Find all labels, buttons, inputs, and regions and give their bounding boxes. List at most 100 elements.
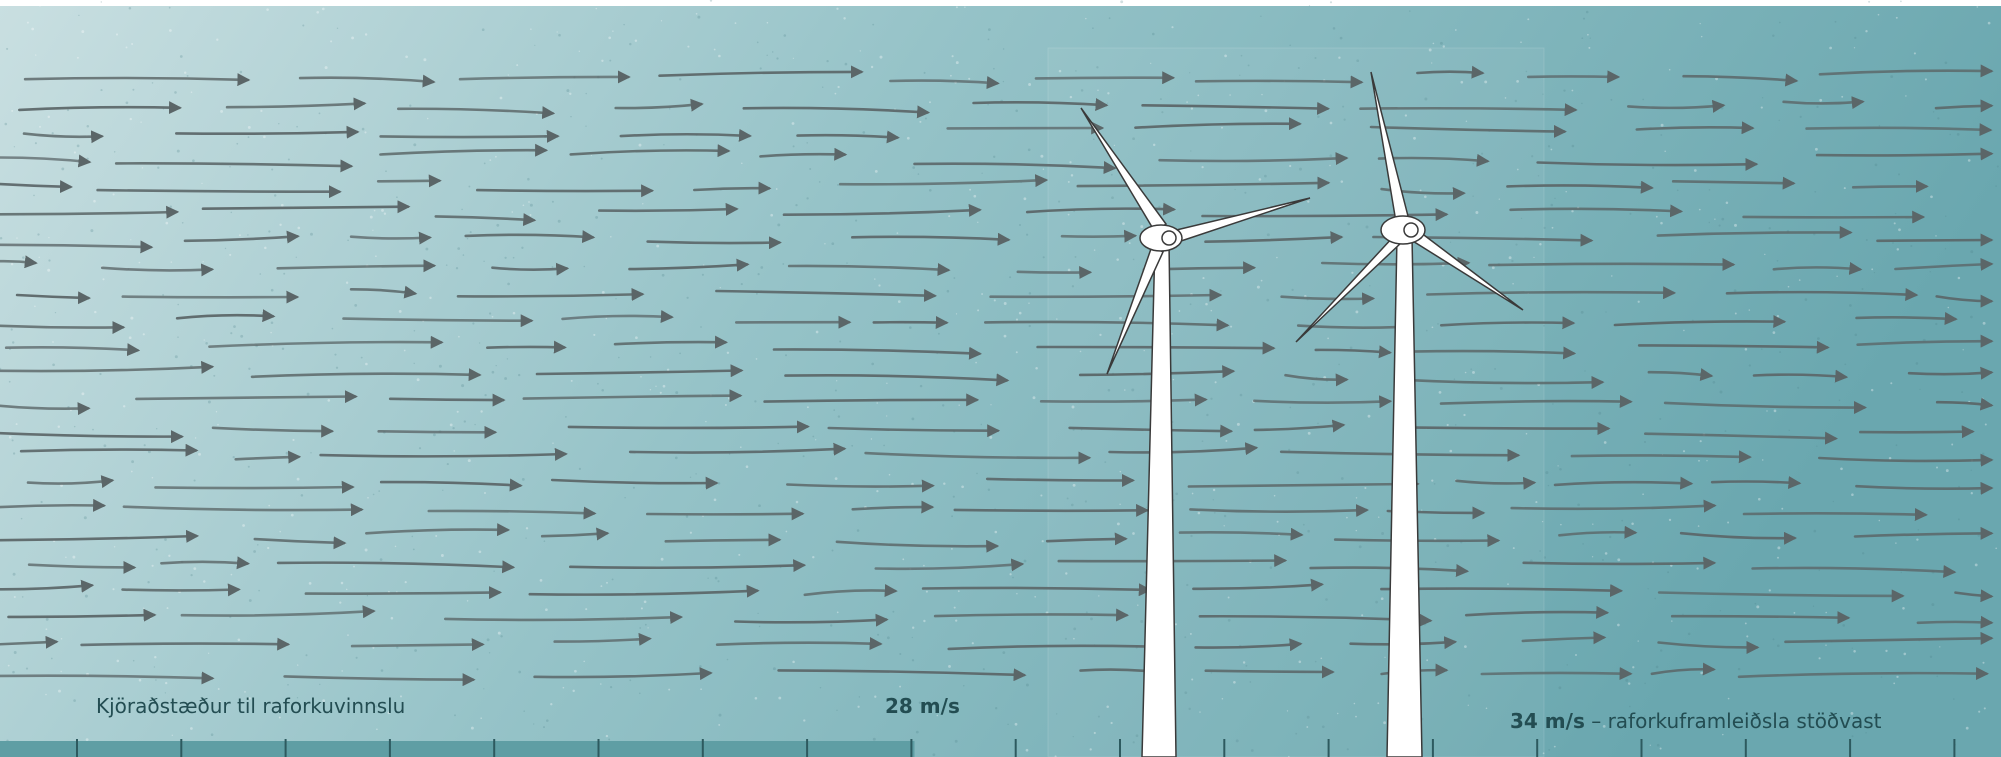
speckle <box>545 608 548 612</box>
speckle <box>504 256 507 259</box>
scale-tick <box>1223 739 1226 757</box>
speckle <box>1772 34 1775 37</box>
speckle <box>1978 710 1981 713</box>
speckle <box>1023 559 1027 563</box>
speckle <box>923 71 926 74</box>
wind-arrow <box>1637 340 1830 354</box>
speckle <box>233 325 236 328</box>
speckle <box>112 588 115 591</box>
speckle <box>512 256 515 259</box>
speckle <box>12 670 15 674</box>
wind-arrow <box>628 258 750 272</box>
speckle <box>484 492 486 494</box>
wind-arrow <box>947 640 1160 654</box>
speckle <box>617 356 620 359</box>
speckle <box>1982 321 1986 325</box>
speckle <box>253 550 256 553</box>
speckle <box>659 391 662 394</box>
scale-tick <box>1744 739 1747 757</box>
speckle <box>1340 180 1344 183</box>
speckle <box>1197 511 1201 515</box>
speckle <box>883 444 885 447</box>
speckle <box>1896 675 1899 679</box>
speckle <box>1113 144 1116 147</box>
speckle <box>1071 285 1075 288</box>
speckle <box>1432 42 1435 45</box>
wind-arrow <box>1509 204 1684 218</box>
speckle <box>1766 410 1768 412</box>
speckle <box>1865 30 1868 33</box>
wind-arrow <box>4 343 141 357</box>
speckle <box>1894 212 1897 215</box>
speckle <box>266 8 269 11</box>
speckle <box>496 223 500 227</box>
speckle <box>1428 48 1432 52</box>
speckle <box>327 399 331 402</box>
speckle <box>1367 414 1371 418</box>
speckle <box>248 599 252 602</box>
speckle <box>717 482 721 485</box>
speckle <box>1565 190 1567 193</box>
speckle <box>976 472 978 475</box>
speckle <box>237 638 241 642</box>
wind-arrow <box>1894 257 1994 271</box>
speckle <box>1719 390 1723 394</box>
speckle <box>35 54 37 56</box>
speckle <box>34 305 36 308</box>
speckle <box>623 23 625 26</box>
speckle <box>364 548 368 552</box>
speckle <box>1976 6 1979 8</box>
speckle <box>1317 422 1319 425</box>
speckle <box>551 266 554 268</box>
speckle <box>1984 423 1987 426</box>
speckle <box>948 215 951 218</box>
speckle <box>1190 107 1194 110</box>
speckle <box>1003 334 1007 338</box>
wind-arrow <box>0 240 154 254</box>
scale-tick <box>806 739 809 757</box>
speckle <box>65 556 67 558</box>
wind-arrow <box>1782 96 1865 110</box>
speckle <box>86 124 90 128</box>
speckle <box>955 6 958 9</box>
speckle <box>1768 589 1771 592</box>
speckle <box>1967 159 1971 162</box>
speckle <box>1547 145 1551 148</box>
wind-arrow <box>851 232 1011 246</box>
speckle <box>1356 59 1360 63</box>
speckle <box>1380 597 1384 601</box>
speckle <box>7 664 10 667</box>
speckle <box>202 261 204 263</box>
speckle <box>668 108 671 110</box>
speckle <box>0 237 3 240</box>
speckle <box>1019 224 1021 226</box>
speckle <box>283 272 286 275</box>
speckle <box>937 332 940 335</box>
speckle <box>1696 567 1699 570</box>
speckle <box>31 27 35 31</box>
speckle <box>1186 583 1189 587</box>
speckle <box>1377 702 1380 705</box>
wind-arrow <box>456 288 645 302</box>
speckle <box>1067 213 1070 216</box>
wind-arrow <box>953 503 1150 517</box>
speckle <box>1260 279 1263 282</box>
wind-arrow <box>23 73 251 87</box>
speckle <box>1189 72 1191 74</box>
speckle <box>142 333 145 336</box>
speckle <box>528 201 530 203</box>
speckle <box>1668 518 1672 522</box>
speckle <box>376 728 378 731</box>
speckle <box>1058 200 1061 203</box>
wind-arrow <box>1876 233 1994 247</box>
speckle <box>632 486 635 489</box>
speckle <box>1558 686 1562 690</box>
wind-arrow <box>377 425 498 439</box>
speckle <box>1744 348 1748 351</box>
speckle <box>306 392 310 396</box>
speckle <box>1093 138 1095 140</box>
speckle <box>858 696 861 698</box>
speckle <box>236 142 239 145</box>
speckle <box>1327 337 1329 340</box>
wind-arrow <box>1818 453 1994 467</box>
